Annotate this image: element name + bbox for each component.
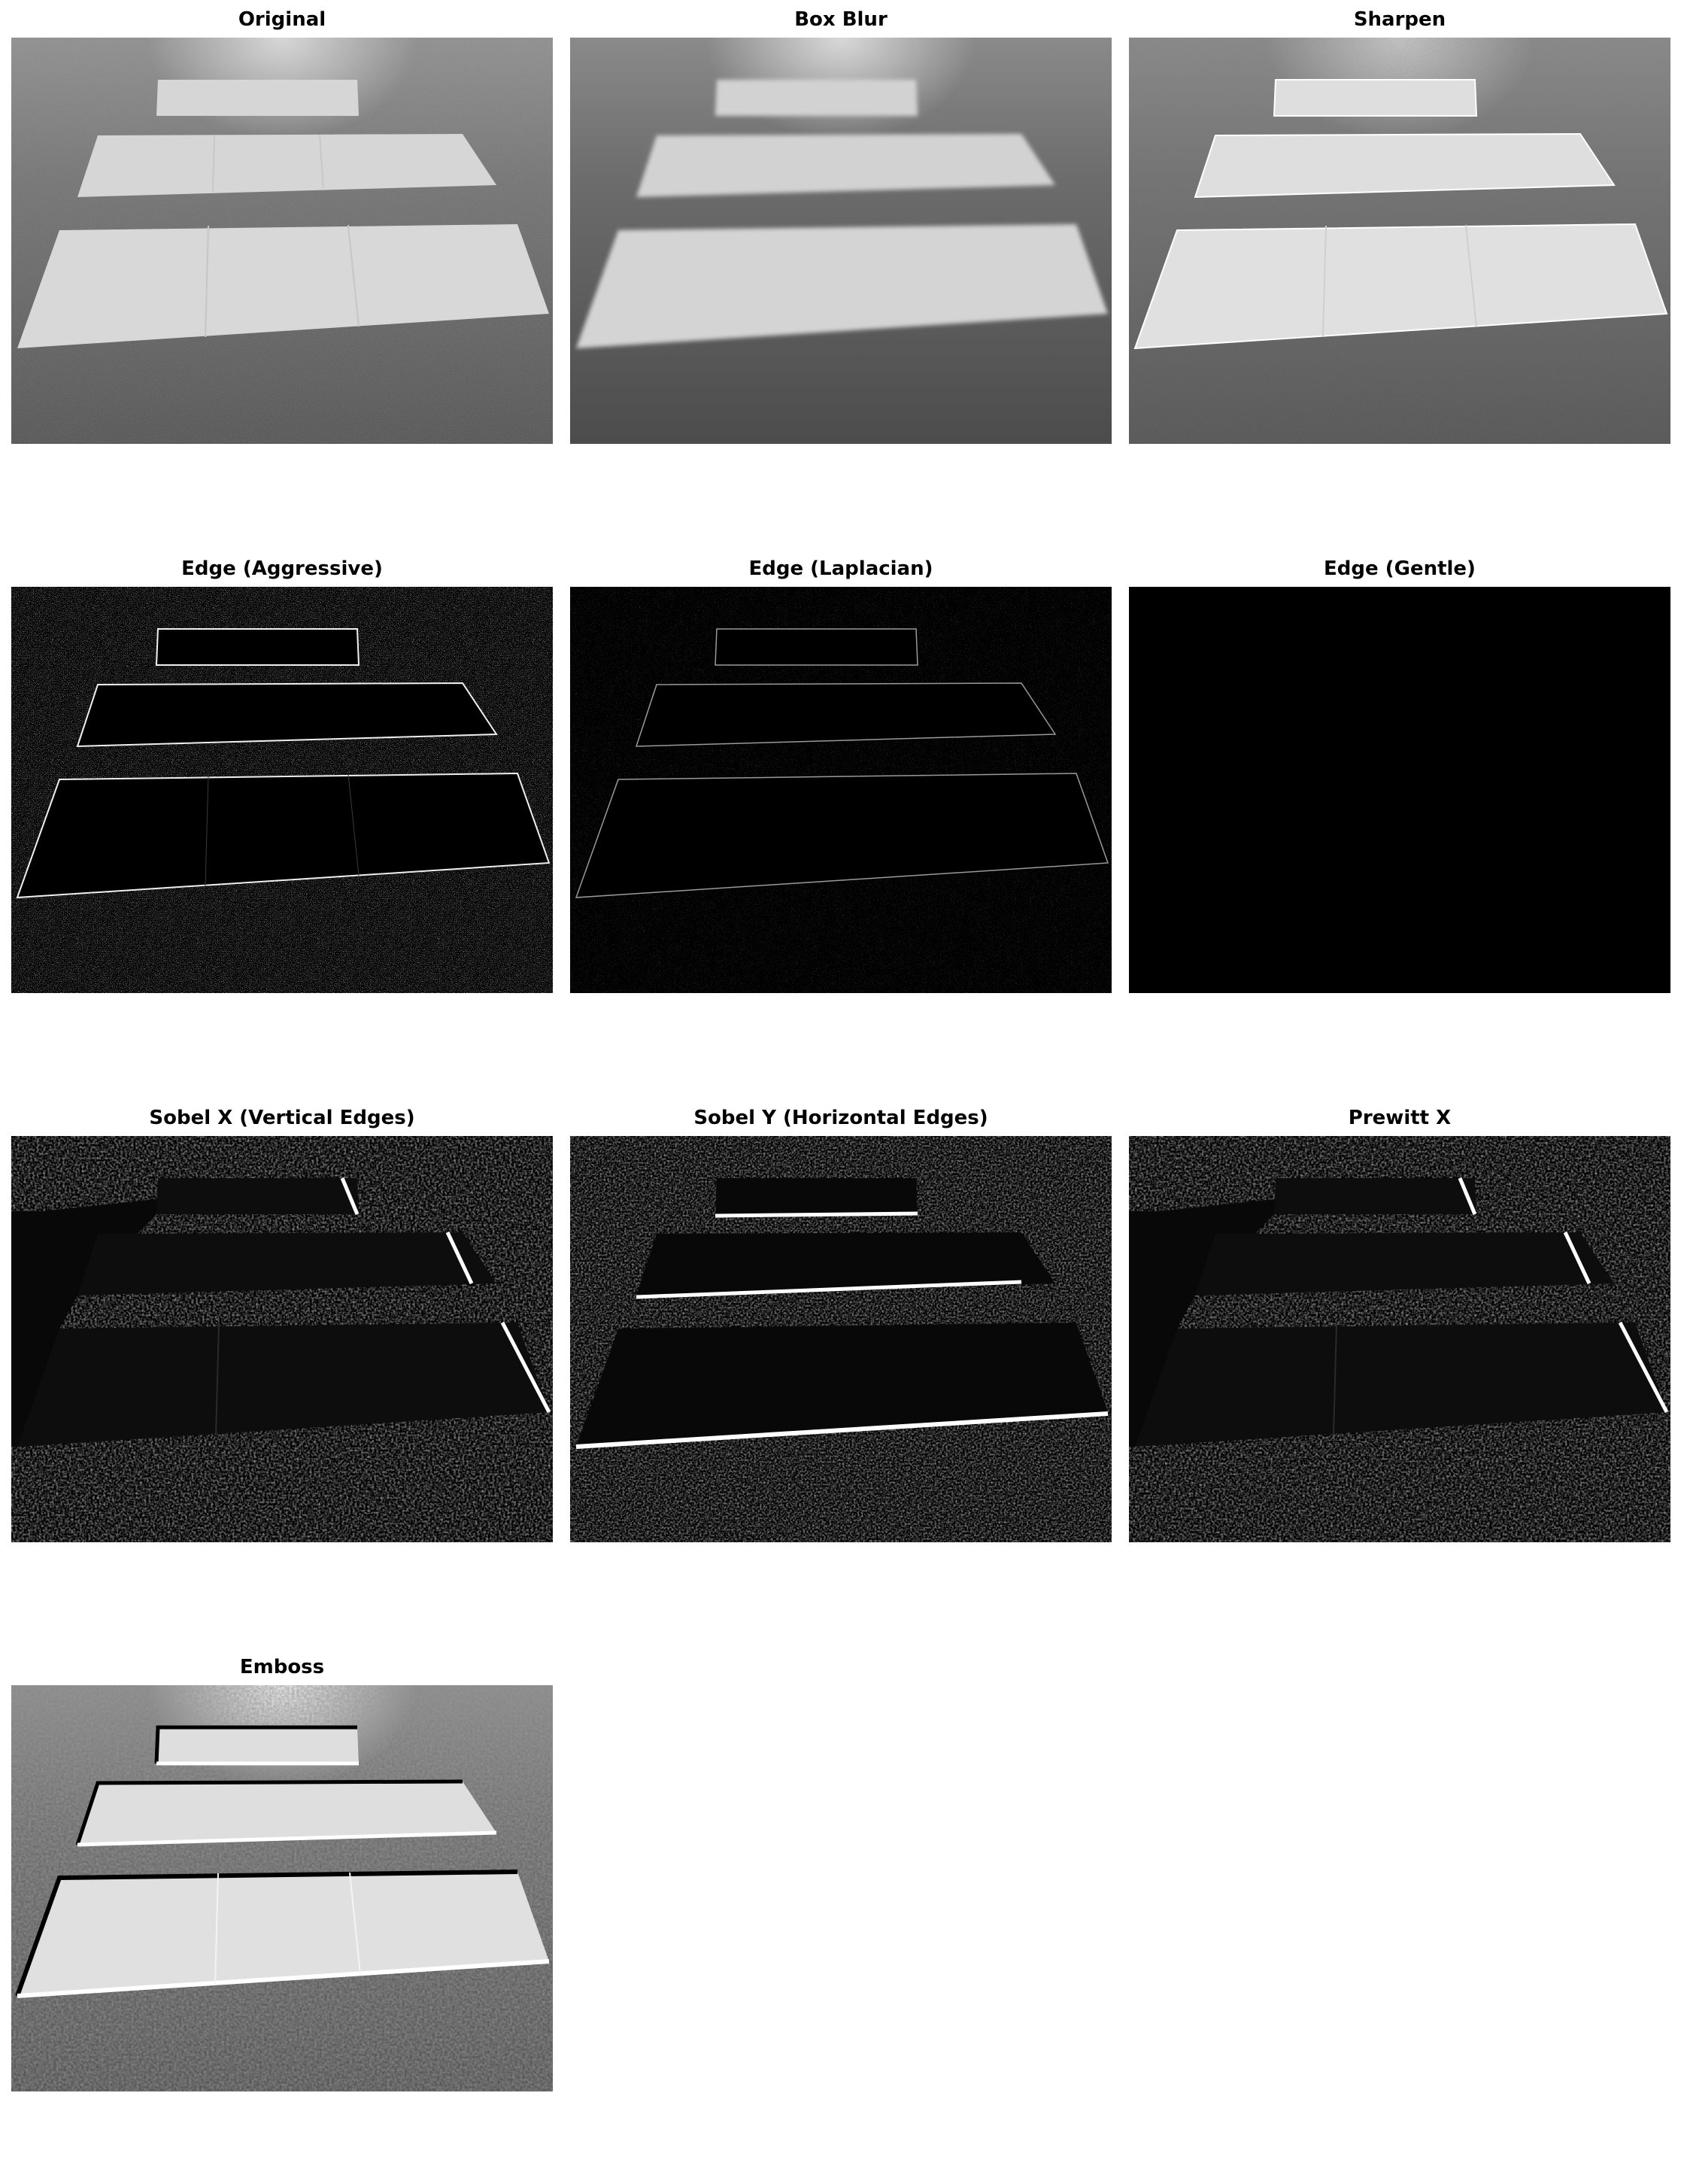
panel-title: Sobel X (Vertical Edges) [11, 1103, 553, 1133]
sobel-x-image [11, 1136, 553, 1542]
panel-title: Edge (Aggressive) [11, 554, 553, 584]
panel-title: Box Blur [570, 5, 1112, 35]
box-blur-image [570, 38, 1112, 444]
panel-title: Sharpen [1129, 5, 1670, 35]
panel-title: Sobel Y (Horizontal Edges) [570, 1103, 1112, 1133]
edge-gentle-image [1129, 587, 1670, 993]
panel-title: Original [11, 5, 553, 35]
edge-laplacian-image [570, 587, 1112, 993]
emboss-image [11, 1685, 553, 2091]
original-image [11, 38, 553, 444]
panel-title: Emboss [11, 1652, 553, 1682]
sharpen-image [1129, 38, 1670, 444]
panel-title: Edge (Gentle) [1129, 554, 1670, 584]
panel-title: Prewitt X [1129, 1103, 1670, 1133]
panel-title: Edge (Laplacian) [570, 554, 1112, 584]
prewitt-x-image [1129, 1136, 1670, 1542]
sobel-y-image [570, 1136, 1112, 1542]
edge-aggressive-image [11, 587, 553, 993]
